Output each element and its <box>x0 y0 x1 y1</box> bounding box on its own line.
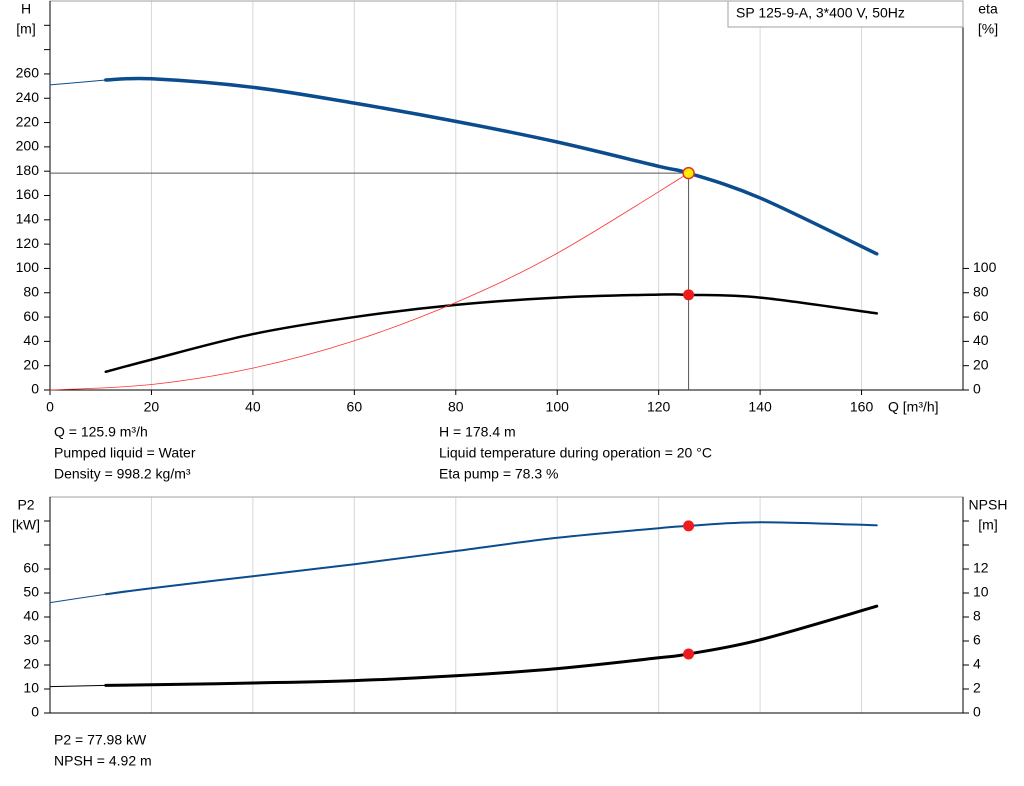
y2-axis-unit: [m] <box>978 517 997 533</box>
curve <box>49 79 107 86</box>
y-tick-label: 50 <box>23 584 39 600</box>
y2-axis-unit: [%] <box>978 21 998 37</box>
duty-point <box>683 648 695 660</box>
chart-title: SP 125-9-A, 3*400 V, 50Hz <box>736 5 905 21</box>
note: Liquid temperature during operation = 20… <box>439 445 712 461</box>
note: P2 = 77.98 kW <box>54 732 147 748</box>
y-tick-label: 60 <box>23 308 39 324</box>
y2-tick-label: 40 <box>973 332 989 348</box>
y-tick-label: 0 <box>31 381 39 397</box>
y-axis-unit: [m] <box>16 21 35 37</box>
y2-tick-label: 0 <box>973 704 981 720</box>
y-tick-label: 160 <box>16 186 40 202</box>
y2-tick-label: 10 <box>973 584 989 600</box>
x-tick-label: 120 <box>647 399 671 415</box>
y2-axis-label: eta <box>978 1 998 17</box>
y-tick-label: 140 <box>16 211 40 227</box>
y-axis-unit: [kW] <box>12 517 40 533</box>
curve <box>104 521 878 596</box>
y-tick-label: 0 <box>31 704 39 720</box>
y-tick-label: 10 <box>23 680 39 696</box>
y2-tick-label: 8 <box>973 608 981 624</box>
y-tick-label: 180 <box>16 162 40 178</box>
x-tick-label: 100 <box>546 399 570 415</box>
y2-tick-label: 60 <box>973 308 989 324</box>
y-axis-label: P2 <box>17 497 34 513</box>
note: Pumped liquid = Water <box>54 445 196 461</box>
x-tick-label: 0 <box>46 399 54 415</box>
curve <box>49 593 107 604</box>
y-tick-label: 220 <box>16 113 40 129</box>
note: Eta pump = 78.3 % <box>439 466 558 482</box>
y2-tick-label: 12 <box>973 560 989 576</box>
curve <box>49 172 689 391</box>
y-tick-label: 20 <box>23 656 39 672</box>
y-tick-label: 60 <box>23 560 39 576</box>
y2-tick-label: 4 <box>973 656 981 672</box>
duty-point <box>682 166 695 180</box>
duty-point <box>683 289 695 301</box>
note: Q = 125.9 m³/h <box>54 424 148 440</box>
y2-tick-label: 2 <box>973 680 981 696</box>
x-tick-label: 20 <box>144 399 160 415</box>
x-axis-label: Q [m³/h] <box>888 399 939 415</box>
y2-axis-label: NPSH <box>969 497 1008 513</box>
y-tick-label: 20 <box>23 356 39 372</box>
y2-tick-label: 6 <box>973 632 981 648</box>
note: Density = 998.2 kg/m³ <box>54 466 191 482</box>
y-axis-label: H <box>21 1 31 17</box>
y-tick-label: 200 <box>16 138 40 154</box>
title-box <box>727 0 964 28</box>
y-tick-label: 30 <box>23 632 39 648</box>
y-tick-label: 40 <box>23 608 39 624</box>
y-tick-label: 240 <box>16 89 40 105</box>
curve <box>49 684 107 688</box>
y-tick-label: 120 <box>16 235 40 251</box>
duty-point <box>683 520 695 532</box>
x-tick-label: 140 <box>748 399 772 415</box>
x-tick-label: 60 <box>347 399 363 415</box>
y-tick-label: 40 <box>23 332 39 348</box>
x-tick-label: 40 <box>245 399 261 415</box>
y2-tick-label: 80 <box>973 283 989 299</box>
curve <box>104 604 879 687</box>
y2-tick-label: 0 <box>973 381 981 397</box>
y-tick-label: 260 <box>16 65 40 81</box>
y2-tick-label: 100 <box>973 259 997 275</box>
note: H = 178.4 m <box>439 424 516 440</box>
y-tick-label: 80 <box>23 283 39 299</box>
x-tick-label: 160 <box>850 399 874 415</box>
x-tick-label: 80 <box>448 399 464 415</box>
y-tick-label: 100 <box>16 259 40 275</box>
note: NPSH = 4.92 m <box>54 753 152 769</box>
y2-tick-label: 20 <box>973 356 989 372</box>
curve <box>104 76 879 256</box>
curve <box>104 293 879 374</box>
